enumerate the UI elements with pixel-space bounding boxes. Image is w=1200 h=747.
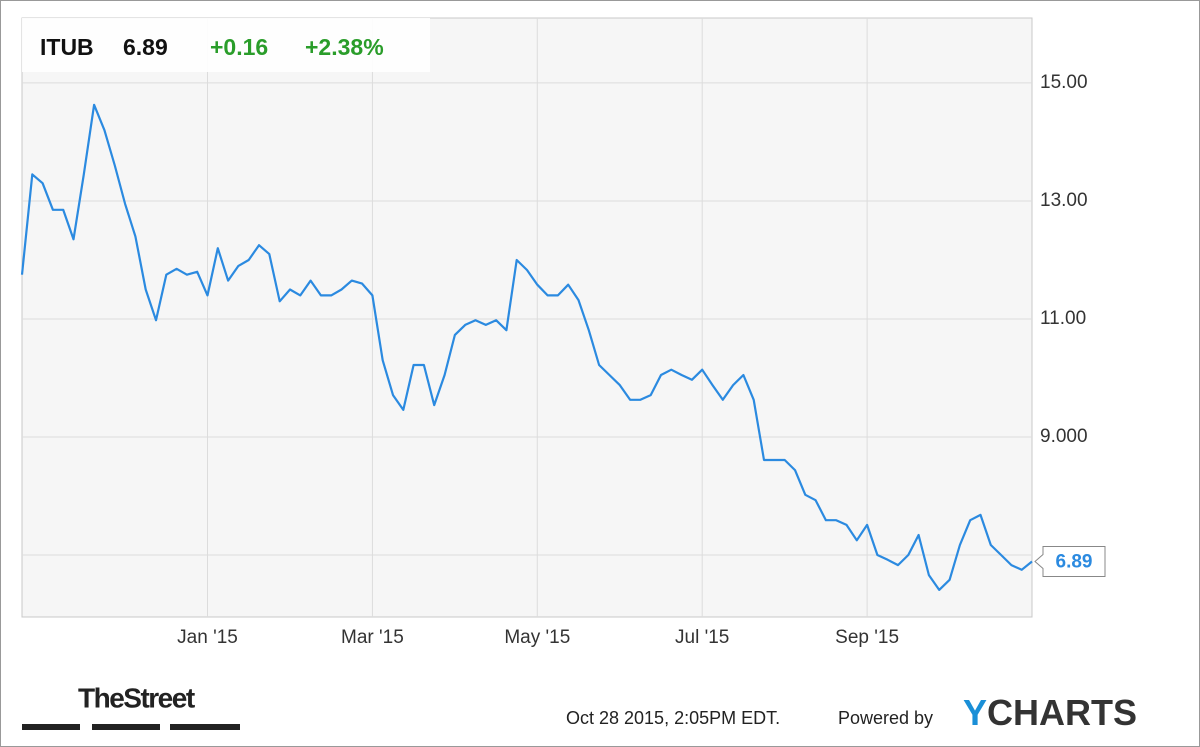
y-tick-label: 9.000 <box>1040 426 1088 447</box>
timestamp: Oct 28 2015, 2:05PM EDT. <box>566 708 780 728</box>
brand: TheStreet <box>78 682 195 713</box>
brand-bar <box>170 724 240 730</box>
header-box <box>22 18 430 72</box>
price-line <box>20 103 1033 591</box>
brand-bar <box>22 724 80 730</box>
last-value-tag <box>1034 546 1106 578</box>
change: +0.16 <box>210 34 268 60</box>
y-tick-label: 11.00 <box>1040 308 1086 329</box>
grid <box>22 18 1032 617</box>
symbol: ITUB <box>40 34 94 60</box>
last-value-label: 6.89 <box>1056 552 1093 573</box>
x-tick-label: Jul '15 <box>675 627 729 648</box>
ycharts-logo: YCHARTS <box>963 692 1137 733</box>
plot-area <box>21 17 1033 618</box>
y-tick-label: 15.00 <box>1040 72 1088 93</box>
brand-bar <box>92 724 160 730</box>
logo-y: Y <box>963 692 987 733</box>
y-tick-label: 13.00 <box>1040 190 1088 211</box>
logo-rest: CHARTS <box>987 692 1137 733</box>
x-tick-label: Mar '15 <box>341 627 404 648</box>
x-tick-label: Sep '15 <box>835 627 899 648</box>
marks <box>20 103 1033 591</box>
powered-by: Powered by <box>838 708 933 728</box>
change-pct: +2.38% <box>305 34 384 60</box>
x-tick-label: Jan '15 <box>177 627 238 648</box>
x-tick-label: May '15 <box>504 627 570 648</box>
price: 6.89 <box>123 34 168 60</box>
